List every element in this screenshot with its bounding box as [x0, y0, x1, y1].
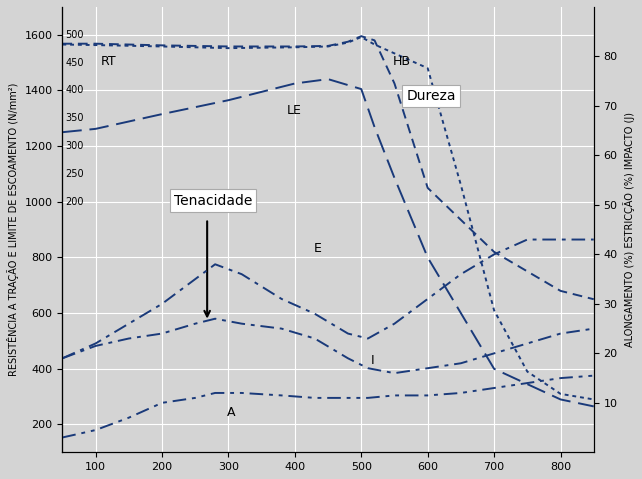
Text: 350: 350: [65, 114, 84, 123]
Text: HB: HB: [393, 56, 411, 68]
Text: 200: 200: [65, 197, 84, 207]
Text: 500: 500: [65, 30, 84, 40]
Y-axis label: RESISTÊNCIA A TRAÇÃO E LIMITE DE ESCOAMENTO (N/mm²): RESISTÊNCIA A TRAÇÃO E LIMITE DE ESCOAME…: [7, 83, 19, 376]
Text: 250: 250: [65, 169, 84, 179]
Text: Tenacidade: Tenacidade: [174, 194, 252, 207]
Text: Dureza: Dureza: [406, 89, 456, 103]
Text: RT: RT: [101, 56, 116, 68]
Text: A: A: [227, 406, 236, 419]
Text: E: E: [313, 242, 321, 255]
Text: 400: 400: [65, 85, 84, 95]
Text: 300: 300: [65, 141, 84, 151]
Text: LE: LE: [287, 104, 302, 117]
Text: I: I: [371, 354, 375, 367]
Text: 450: 450: [65, 57, 84, 68]
Y-axis label: ALONGAMENTO (%) ESTRICÇÃO (%) IMPACTO (J): ALONGAMENTO (%) ESTRICÇÃO (%) IMPACTO (J…: [623, 112, 635, 347]
